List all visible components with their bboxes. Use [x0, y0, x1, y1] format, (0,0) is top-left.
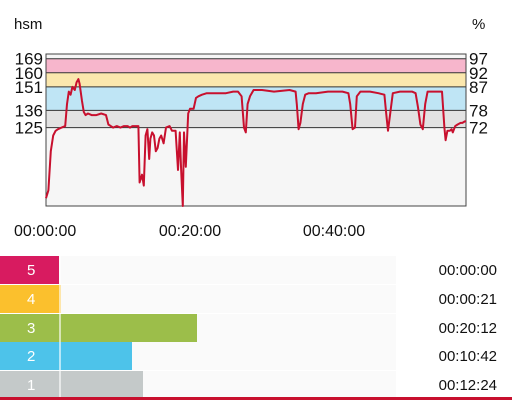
- zone-duration: 00:12:24: [438, 377, 497, 394]
- zone-band-1: [46, 58, 466, 73]
- left-tick-label: 136: [15, 101, 43, 120]
- x-tick-label: 00:40:00: [303, 223, 365, 240]
- zone-bar: [0, 314, 197, 342]
- zone-bar-divider: [59, 285, 61, 313]
- zone-bar: [0, 256, 59, 284]
- left-tick-label: 125: [15, 119, 43, 138]
- zone-bar-divider: [59, 371, 61, 399]
- zone-bar-divider: [59, 342, 61, 370]
- right-tick-label: 87: [469, 78, 488, 97]
- zone-band-4: [46, 110, 466, 128]
- zone-number: 1: [27, 377, 36, 394]
- right-tick-label: 92: [469, 64, 488, 83]
- zone-duration: 00:10:42: [438, 348, 497, 365]
- left-tick-label: 160: [15, 64, 43, 83]
- zone-row-4: 4 00:00:21: [0, 285, 512, 313]
- left-axis-title: hsm: [14, 16, 43, 33]
- right-tick-label: 97: [469, 50, 488, 69]
- zone-bar: [0, 342, 132, 370]
- zone-band-2: [46, 72, 466, 87]
- bottom-accent-line: [0, 397, 512, 400]
- zone-duration: 00:20:12: [438, 320, 497, 337]
- zone-row-2: 2 00:10:42: [0, 342, 512, 370]
- right-axis-title: %: [472, 16, 486, 33]
- zone-number: 4: [27, 291, 36, 308]
- zone-duration: 00:00:00: [438, 262, 497, 279]
- zone-row-3: 3 00:20:12: [0, 314, 512, 342]
- zone-bar: [0, 371, 143, 399]
- zone-number: 3: [27, 320, 36, 337]
- zone-row-background: [0, 256, 396, 284]
- zone-summary: 5 00:00:00 4 00:00:21 3 00:20:12 2 00:10:42 1 00:…: [0, 256, 512, 400]
- zone-band-3: [46, 86, 466, 111]
- zone-row-1: 1 00:12:24: [0, 371, 512, 399]
- zone-bar: [0, 285, 61, 313]
- left-tick-label: 169: [15, 50, 43, 69]
- right-tick-label: 78: [469, 101, 488, 120]
- zone-number: 2: [27, 348, 36, 365]
- x-tick-label: 00:20:00: [159, 223, 221, 240]
- plot-border: [45, 53, 467, 207]
- right-tick-label: 72: [469, 119, 488, 138]
- zone-row-5: 5 00:00:00: [0, 256, 512, 284]
- heart-rate-chart: 169 97 160 92 151 87 136 78 125 72 00:00:00 00:20:0…: [14, 50, 488, 240]
- zone-duration: 00:00:21: [438, 291, 497, 308]
- heart-rate-series-line: [45, 78, 466, 207]
- zone-bar-divider: [59, 256, 61, 284]
- zone-row-background: [0, 285, 396, 313]
- x-tick-label: 00:00:00: [14, 223, 76, 240]
- left-tick-label: 151: [15, 78, 43, 97]
- zone-number: 5: [27, 262, 36, 279]
- zone-bar-divider: [59, 314, 61, 342]
